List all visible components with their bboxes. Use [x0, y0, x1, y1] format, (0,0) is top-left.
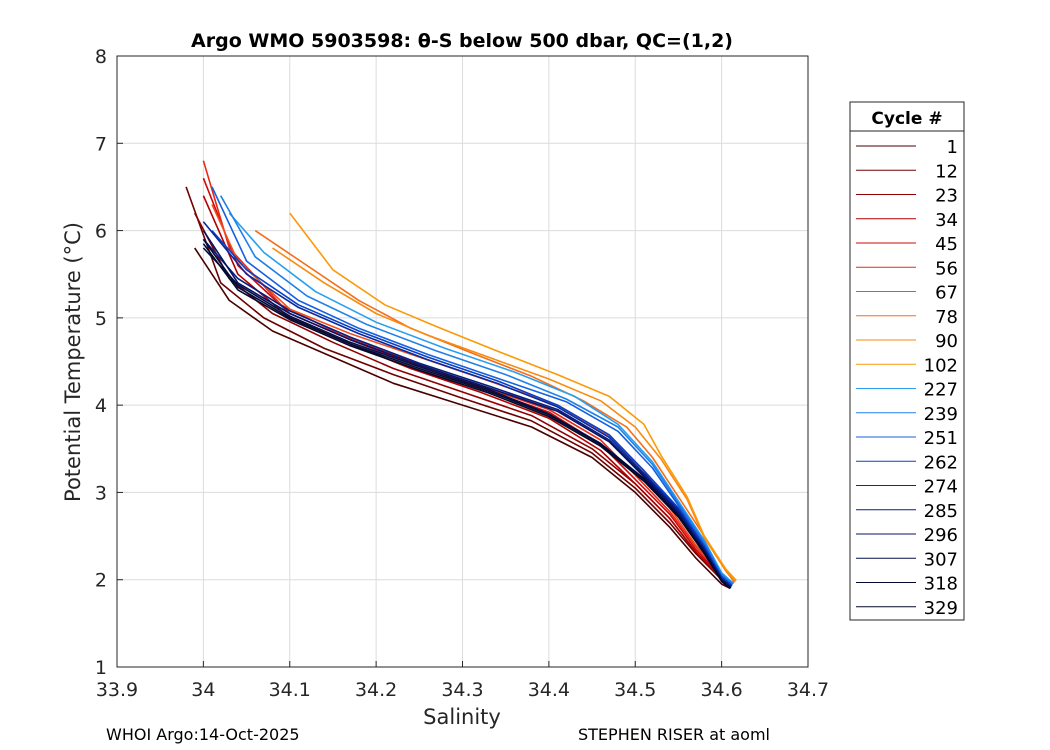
series-line-cycle-102: [289, 212, 737, 582]
legend-label: 78: [935, 307, 958, 328]
legend-title: Cycle #: [871, 109, 942, 129]
x-tick-label: 34.2: [355, 679, 397, 701]
series-line-cycle-329: [202, 243, 731, 590]
x-tick-label: 34.3: [441, 679, 483, 701]
y-tick-label: 5: [95, 308, 107, 330]
x-tick-label: 34.6: [700, 679, 742, 701]
legend-label: 239: [924, 404, 958, 425]
chart-title: Argo WMO 5903598: θ-S below 500 dbar, QC…: [191, 30, 733, 52]
series-line-cycle-274: [202, 221, 732, 588]
y-tick-label: 2: [95, 570, 107, 592]
y-tick-label: 6: [95, 221, 107, 243]
series-line-cycle-90: [272, 247, 736, 583]
x-tick-label: 34.4: [528, 679, 570, 701]
series-line-cycle-12: [185, 186, 731, 588]
series-line-cycle-227: [228, 212, 734, 584]
series-line-cycle-262: [211, 230, 733, 587]
legend-label: 296: [924, 525, 958, 546]
legend-label: 23: [935, 186, 958, 207]
legend-label: 1: [947, 137, 958, 158]
footer-operator: STEPHEN RISER at aoml: [578, 725, 770, 744]
legend-label: 329: [924, 598, 958, 619]
footer-credit: WHOI Argo:14-Oct-2025: [106, 725, 300, 744]
legend-label: 262: [924, 452, 958, 473]
y-axis-label: Potential Temperature (°C): [61, 222, 85, 502]
series-line-cycle-1: [194, 247, 731, 590]
legend-label: 318: [924, 574, 958, 595]
y-tick-label: 4: [95, 395, 107, 417]
legend-label: 45: [935, 234, 958, 255]
legend-label: 227: [924, 380, 958, 401]
legend-label: 285: [924, 501, 958, 522]
x-axis-label: Salinity: [423, 705, 501, 729]
legend-label: 102: [924, 355, 958, 376]
x-tick-label: 34.1: [269, 679, 311, 701]
legend-label: 90: [935, 331, 958, 352]
legend-label: 34: [935, 210, 958, 231]
series-layer: [185, 160, 737, 590]
y-tick-label: 3: [95, 482, 107, 504]
x-tick-label: 33.9: [96, 679, 138, 701]
axis-ticks: 33.9 34 34.1 34.2 34.3 34.4 34.5 34.6 34.7123456…: [95, 46, 829, 701]
legend-label: 251: [924, 428, 958, 449]
legend-label: 307: [924, 549, 958, 570]
y-tick-label: 7: [95, 133, 107, 155]
legend-label: 56: [935, 258, 958, 279]
x-tick-label: 34.5: [614, 679, 656, 701]
legend-label: 274: [924, 477, 958, 498]
legend-entries: 1 12 23 34 45 56 67 78 90 102 227 239 251 262 274 285 29…: [856, 137, 958, 619]
legend-label: 12: [935, 161, 958, 182]
legend: Cycle # 1 12 23 34 45 56 67 78 90 102 227 239 251 262…: [849, 101, 965, 621]
series-line-cycle-251: [211, 186, 733, 586]
y-tick-label: 1: [95, 657, 107, 679]
x-tick-label: 34: [191, 679, 215, 701]
legend-label: 67: [935, 283, 958, 304]
x-tick-label: 34.7: [787, 679, 829, 701]
y-tick-label: 8: [95, 46, 107, 68]
series-line-cycle-239: [220, 195, 734, 585]
